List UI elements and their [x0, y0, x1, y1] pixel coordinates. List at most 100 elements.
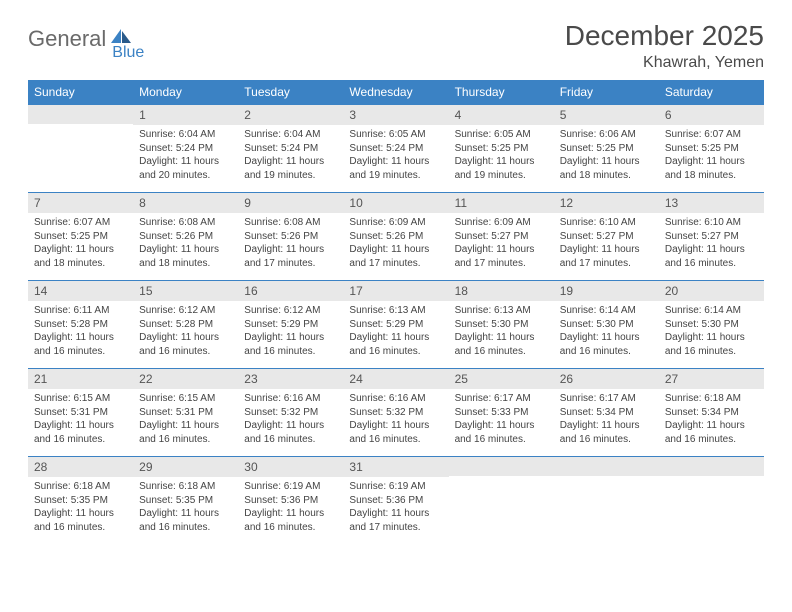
- day-content: Sunrise: 6:11 AMSunset: 5:28 PMDaylight:…: [28, 301, 133, 362]
- sunrise-line: Sunrise: 6:04 AM: [139, 128, 232, 142]
- sunset-line: Sunset: 5:31 PM: [34, 406, 127, 420]
- weekday-header: Thursday: [449, 80, 554, 105]
- sunset-line: Sunset: 5:36 PM: [244, 494, 337, 508]
- daylight-line: Daylight: 11 hours and 16 minutes.: [560, 331, 653, 358]
- calendar-day-cell: 6Sunrise: 6:07 AMSunset: 5:25 PMDaylight…: [659, 105, 764, 193]
- day-content: Sunrise: 6:10 AMSunset: 5:27 PMDaylight:…: [659, 213, 764, 274]
- daylight-line: Daylight: 11 hours and 16 minutes.: [244, 507, 337, 534]
- sunset-line: Sunset: 5:24 PM: [244, 142, 337, 156]
- sunset-line: Sunset: 5:31 PM: [139, 406, 232, 420]
- calendar-day-cell: 2Sunrise: 6:04 AMSunset: 5:24 PMDaylight…: [238, 105, 343, 193]
- calendar-day-cell: 11Sunrise: 6:09 AMSunset: 5:27 PMDayligh…: [449, 193, 554, 281]
- day-number: 7: [28, 193, 133, 213]
- calendar-day-cell: 31Sunrise: 6:19 AMSunset: 5:36 PMDayligh…: [343, 457, 448, 545]
- day-content: Sunrise: 6:17 AMSunset: 5:34 PMDaylight:…: [554, 389, 659, 450]
- sunrise-line: Sunrise: 6:17 AM: [560, 392, 653, 406]
- calendar-day-cell: 29Sunrise: 6:18 AMSunset: 5:35 PMDayligh…: [133, 457, 238, 545]
- calendar-day-cell: 1Sunrise: 6:04 AMSunset: 5:24 PMDaylight…: [133, 105, 238, 193]
- day-content: Sunrise: 6:08 AMSunset: 5:26 PMDaylight:…: [133, 213, 238, 274]
- sunset-line: Sunset: 5:36 PM: [349, 494, 442, 508]
- day-number: 11: [449, 193, 554, 213]
- sunrise-line: Sunrise: 6:07 AM: [34, 216, 127, 230]
- day-content: Sunrise: 6:14 AMSunset: 5:30 PMDaylight:…: [554, 301, 659, 362]
- day-content: Sunrise: 6:10 AMSunset: 5:27 PMDaylight:…: [554, 213, 659, 274]
- day-number: 26: [554, 369, 659, 389]
- daylight-line: Daylight: 11 hours and 16 minutes.: [244, 331, 337, 358]
- weekday-header-row: Sunday Monday Tuesday Wednesday Thursday…: [28, 80, 764, 105]
- day-number: 6: [659, 105, 764, 125]
- day-number: 29: [133, 457, 238, 477]
- calendar-day-cell: 26Sunrise: 6:17 AMSunset: 5:34 PMDayligh…: [554, 369, 659, 457]
- day-number: 25: [449, 369, 554, 389]
- daylight-line: Daylight: 11 hours and 17 minutes.: [349, 507, 442, 534]
- calendar-day-cell: 14Sunrise: 6:11 AMSunset: 5:28 PMDayligh…: [28, 281, 133, 369]
- sunset-line: Sunset: 5:25 PM: [455, 142, 548, 156]
- calendar-day-cell: 27Sunrise: 6:18 AMSunset: 5:34 PMDayligh…: [659, 369, 764, 457]
- daylight-line: Daylight: 11 hours and 16 minutes.: [455, 419, 548, 446]
- day-content: Sunrise: 6:18 AMSunset: 5:35 PMDaylight:…: [28, 477, 133, 538]
- calendar-day-cell: 5Sunrise: 6:06 AMSunset: 5:25 PMDaylight…: [554, 105, 659, 193]
- calendar-day-cell: 25Sunrise: 6:17 AMSunset: 5:33 PMDayligh…: [449, 369, 554, 457]
- daylight-line: Daylight: 11 hours and 16 minutes.: [244, 419, 337, 446]
- day-content: Sunrise: 6:04 AMSunset: 5:24 PMDaylight:…: [133, 125, 238, 186]
- sunrise-line: Sunrise: 6:18 AM: [139, 480, 232, 494]
- sunset-line: Sunset: 5:29 PM: [349, 318, 442, 332]
- day-number: [554, 457, 659, 476]
- weekday-header: Sunday: [28, 80, 133, 105]
- calendar-table: Sunday Monday Tuesday Wednesday Thursday…: [28, 80, 764, 545]
- day-content: Sunrise: 6:17 AMSunset: 5:33 PMDaylight:…: [449, 389, 554, 450]
- calendar-day-cell: 18Sunrise: 6:13 AMSunset: 5:30 PMDayligh…: [449, 281, 554, 369]
- daylight-line: Daylight: 11 hours and 16 minutes.: [560, 419, 653, 446]
- day-number: 19: [554, 281, 659, 301]
- daylight-line: Daylight: 11 hours and 16 minutes.: [455, 331, 548, 358]
- calendar-week-row: 14Sunrise: 6:11 AMSunset: 5:28 PMDayligh…: [28, 281, 764, 369]
- day-number: 4: [449, 105, 554, 125]
- sunrise-line: Sunrise: 6:18 AM: [665, 392, 758, 406]
- sunset-line: Sunset: 5:26 PM: [244, 230, 337, 244]
- day-content: Sunrise: 6:16 AMSunset: 5:32 PMDaylight:…: [343, 389, 448, 450]
- day-number: 10: [343, 193, 448, 213]
- day-content: Sunrise: 6:12 AMSunset: 5:29 PMDaylight:…: [238, 301, 343, 362]
- daylight-line: Daylight: 11 hours and 19 minutes.: [455, 155, 548, 182]
- calendar-day-cell: 19Sunrise: 6:14 AMSunset: 5:30 PMDayligh…: [554, 281, 659, 369]
- day-content: Sunrise: 6:15 AMSunset: 5:31 PMDaylight:…: [133, 389, 238, 450]
- sunrise-line: Sunrise: 6:19 AM: [349, 480, 442, 494]
- weekday-header: Wednesday: [343, 80, 448, 105]
- title-block: December 2025 Khawrah, Yemen: [565, 20, 764, 72]
- sunset-line: Sunset: 5:34 PM: [665, 406, 758, 420]
- sunset-line: Sunset: 5:26 PM: [139, 230, 232, 244]
- calendar-day-cell: 24Sunrise: 6:16 AMSunset: 5:32 PMDayligh…: [343, 369, 448, 457]
- day-number: 24: [343, 369, 448, 389]
- day-number: [449, 457, 554, 476]
- sunrise-line: Sunrise: 6:18 AM: [34, 480, 127, 494]
- calendar-day-cell: 15Sunrise: 6:12 AMSunset: 5:28 PMDayligh…: [133, 281, 238, 369]
- sunrise-line: Sunrise: 6:10 AM: [560, 216, 653, 230]
- day-number: 8: [133, 193, 238, 213]
- day-number: 9: [238, 193, 343, 213]
- sunset-line: Sunset: 5:27 PM: [665, 230, 758, 244]
- day-number: 28: [28, 457, 133, 477]
- daylight-line: Daylight: 11 hours and 16 minutes.: [349, 331, 442, 358]
- weekday-header: Monday: [133, 80, 238, 105]
- daylight-line: Daylight: 11 hours and 16 minutes.: [34, 331, 127, 358]
- sunset-line: Sunset: 5:35 PM: [34, 494, 127, 508]
- sunrise-line: Sunrise: 6:08 AM: [244, 216, 337, 230]
- location: Khawrah, Yemen: [565, 54, 764, 72]
- calendar-day-cell: 20Sunrise: 6:14 AMSunset: 5:30 PMDayligh…: [659, 281, 764, 369]
- sunset-line: Sunset: 5:27 PM: [455, 230, 548, 244]
- sunrise-line: Sunrise: 6:08 AM: [139, 216, 232, 230]
- daylight-line: Daylight: 11 hours and 16 minutes.: [139, 419, 232, 446]
- day-content: Sunrise: 6:13 AMSunset: 5:30 PMDaylight:…: [449, 301, 554, 362]
- calendar-day-cell: 22Sunrise: 6:15 AMSunset: 5:31 PMDayligh…: [133, 369, 238, 457]
- sunset-line: Sunset: 5:35 PM: [139, 494, 232, 508]
- day-content: Sunrise: 6:07 AMSunset: 5:25 PMDaylight:…: [28, 213, 133, 274]
- calendar-day-cell: 4Sunrise: 6:05 AMSunset: 5:25 PMDaylight…: [449, 105, 554, 193]
- calendar-day-cell: [28, 105, 133, 193]
- calendar-day-cell: 21Sunrise: 6:15 AMSunset: 5:31 PMDayligh…: [28, 369, 133, 457]
- day-content: Sunrise: 6:07 AMSunset: 5:25 PMDaylight:…: [659, 125, 764, 186]
- sunrise-line: Sunrise: 6:15 AM: [139, 392, 232, 406]
- logo-text-blue: Blue: [112, 44, 144, 62]
- day-number: 22: [133, 369, 238, 389]
- calendar-day-cell: [449, 457, 554, 545]
- sunrise-line: Sunrise: 6:10 AM: [665, 216, 758, 230]
